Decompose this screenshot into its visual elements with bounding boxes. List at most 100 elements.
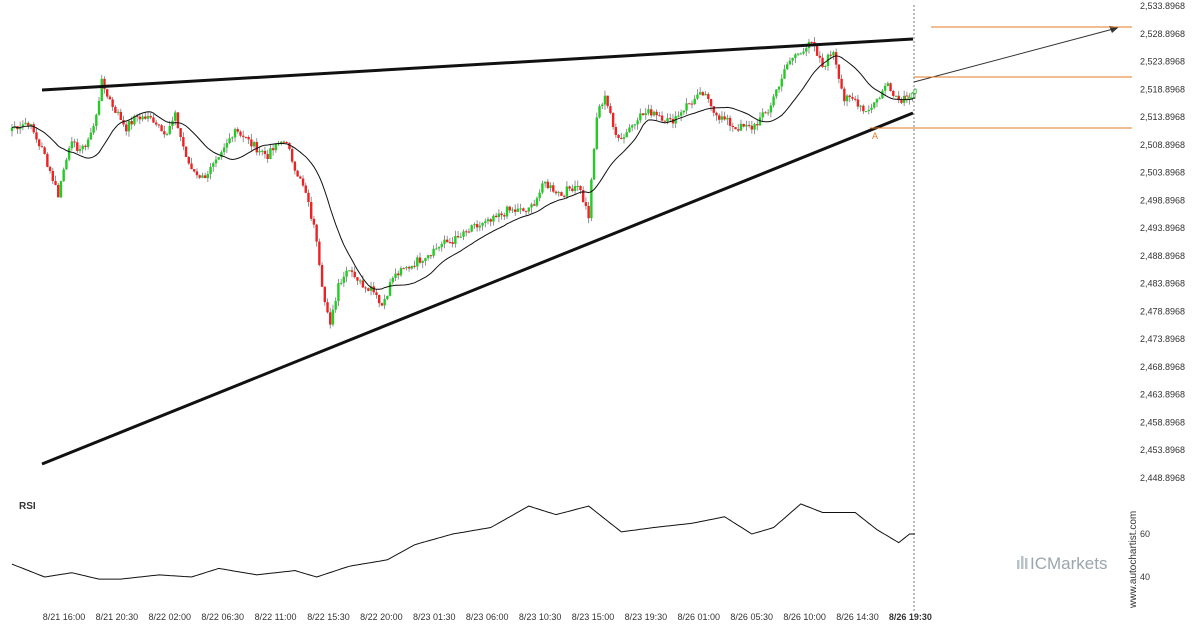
candlestick: [837, 64, 841, 84]
candlestick: [456, 230, 460, 239]
candlestick: [95, 113, 98, 131]
rsi-tick-60: 60: [1140, 529, 1150, 539]
candlestick: [475, 220, 479, 232]
site-credit: www.autochartist.com: [1128, 511, 1139, 609]
candlestick: [24, 117, 27, 125]
candlestick: [573, 180, 577, 194]
candlestick: [644, 108, 647, 120]
candlestick: [348, 270, 351, 272]
candlestick: [149, 112, 152, 120]
candlestick: [100, 74, 103, 102]
candlestick: [65, 157, 68, 170]
candlestick: [786, 61, 789, 71]
candlestick: [426, 254, 430, 261]
candlestick: [913, 88, 917, 99]
candlestick: [350, 266, 354, 278]
candlestick: [486, 216, 490, 225]
candlestick: [470, 224, 473, 233]
candlestick: [739, 119, 743, 132]
candlestick: [239, 130, 242, 138]
candlestick: [397, 270, 400, 280]
candlestick: [742, 123, 745, 128]
x-tick-label: 8/26 05:30: [730, 612, 773, 622]
candlestick: [274, 143, 278, 153]
candlestick: [750, 120, 754, 134]
candlestick: [108, 95, 112, 100]
x-tick-label: 8/23 10:30: [519, 612, 562, 622]
candlestick: [658, 111, 661, 117]
candlestick: [32, 122, 35, 135]
y-tick-label: 2,463.8968: [1140, 390, 1185, 400]
rsi-line: [11, 503, 915, 580]
candlestick: [144, 112, 147, 120]
candlestick: [832, 50, 835, 60]
candlestick: [407, 265, 411, 272]
candlestick: [67, 145, 71, 162]
candlestick: [212, 161, 215, 172]
candlestick: [141, 114, 144, 122]
candlestick: [734, 126, 737, 130]
candlestick: [652, 110, 656, 117]
candlestick: [62, 167, 65, 182]
x-tick-label: 8/21 16:00: [43, 612, 86, 622]
candlestick: [568, 185, 571, 192]
candlestick: [718, 113, 721, 124]
candlestick: [745, 120, 748, 131]
x-tick-label: 8/23 19:30: [625, 612, 668, 622]
candlestick: [59, 180, 63, 199]
candlestick: [326, 298, 329, 314]
candlestick: [35, 127, 38, 143]
candlestick: [862, 104, 865, 114]
candlestick: [106, 88, 109, 99]
candlestick: [329, 307, 332, 329]
candlestick: [48, 165, 52, 174]
candlestick: [301, 175, 305, 188]
candlestick: [119, 108, 122, 121]
candlestick: [508, 205, 511, 214]
candlestick: [821, 53, 824, 68]
candlestick: [625, 128, 628, 138]
y-axis-ticks: 2,533.8968 2,528.8968 2,523.8968 2,518.8968…: [1140, 1, 1185, 483]
candlestick: [728, 115, 732, 132]
candlestick: [405, 266, 408, 271]
candlestick: [590, 177, 593, 222]
candlestick: [391, 276, 394, 285]
candlestick: [889, 82, 892, 92]
candlestick: [78, 145, 82, 154]
candlestick: [582, 186, 585, 203]
candlestick: [203, 172, 207, 179]
candlestick: [266, 149, 269, 163]
candlestick: [511, 207, 514, 214]
candlestick: [701, 90, 705, 97]
candlestick: [114, 105, 117, 114]
candlestick: [796, 52, 800, 57]
candlestick: [685, 98, 688, 115]
candlestick: [854, 95, 857, 102]
candlestick: [209, 163, 212, 180]
candlestick: [552, 182, 555, 193]
y-tick-label: 2,508.8968: [1140, 140, 1185, 150]
candlestick: [503, 212, 506, 220]
candlestick: [633, 123, 637, 130]
logo-watermark: ICMarkets: [1017, 554, 1107, 573]
x-tick-label: 8/22 15:30: [307, 612, 350, 622]
candlestick: [250, 133, 253, 151]
y-tick-label: 2,503.8968: [1140, 168, 1185, 178]
candlestick: [187, 155, 190, 166]
candlestick: [630, 123, 634, 132]
y-tick-label: 2,473.8968: [1140, 334, 1185, 344]
candlestick: [231, 136, 234, 142]
candlestick: [628, 124, 631, 133]
candlestick: [165, 132, 169, 136]
candlestick: [696, 89, 699, 100]
x-tick-label: 8/26 10:00: [783, 612, 826, 622]
candlestick: [720, 111, 724, 123]
candlestick: [386, 295, 389, 301]
candlestick: [549, 182, 552, 192]
candlestick: [367, 287, 370, 292]
y-tick-label: 2,488.8968: [1140, 251, 1185, 261]
pattern-point-a: A: [872, 131, 878, 141]
candlestick: [97, 97, 101, 116]
candlestick: [383, 294, 386, 310]
candlestick: [682, 110, 686, 115]
